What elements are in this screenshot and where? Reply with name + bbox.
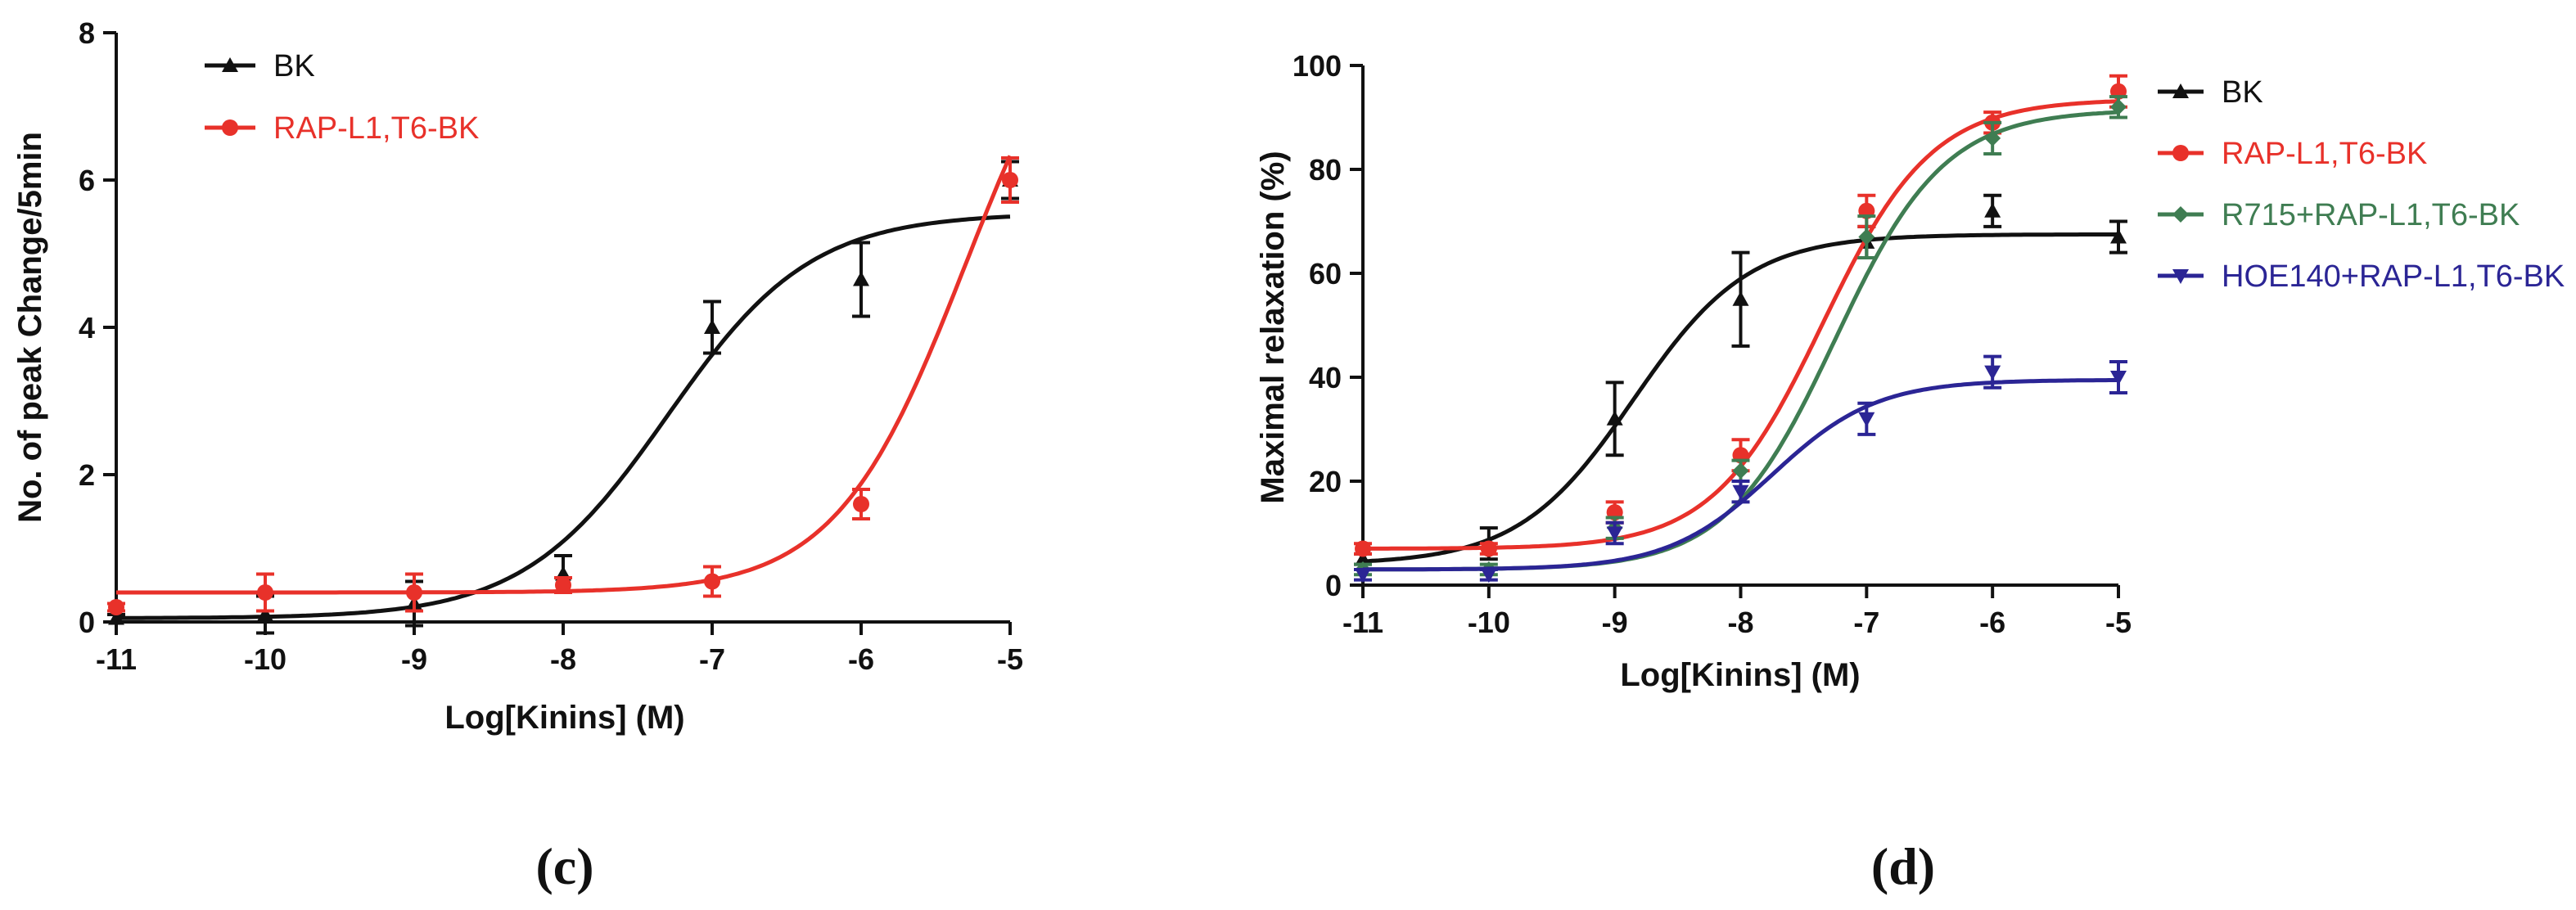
data-point xyxy=(108,610,124,625)
x-tick-label: -9 xyxy=(401,642,427,676)
y-tick-label: 20 xyxy=(1309,465,1342,498)
legend-marker xyxy=(222,57,238,72)
data-point xyxy=(1732,484,1749,500)
legend-label: R715+RAP-L1,T6-BK xyxy=(2222,198,2520,232)
legend-marker xyxy=(2172,269,2189,284)
legend-d: BK RAP-L1,T6-BK R715+RAP-L1,T6-BK HOE140+RA… xyxy=(2158,75,2565,294)
data-point xyxy=(853,271,869,286)
data-point xyxy=(1480,540,1497,557)
y-tick-label: 0 xyxy=(1325,569,1342,602)
data-point xyxy=(1858,412,1875,427)
x-tick-label: -8 xyxy=(550,642,576,676)
series-d-3 xyxy=(1354,354,2127,583)
data-point xyxy=(2110,228,2127,244)
data-point xyxy=(1355,551,1371,566)
data-point xyxy=(2110,98,2127,115)
data-point xyxy=(108,599,124,615)
legend-label: BK xyxy=(2222,75,2263,110)
legend-label: RAP-L1,T6-BK xyxy=(2222,137,2427,171)
x-tick-label: -9 xyxy=(1602,606,1628,639)
x-axis-title: Log[Kinins] (M) xyxy=(1620,657,1860,693)
data-point xyxy=(1732,462,1749,480)
data-point xyxy=(1984,202,2001,218)
series-c-0 xyxy=(107,160,1019,635)
x-tick-label: -6 xyxy=(848,642,874,676)
data-point xyxy=(1984,365,2001,381)
x-tick-label: -5 xyxy=(2105,606,2132,639)
legend-label: RAP-L1,T6-BK xyxy=(273,111,479,146)
y-tick-label: 6 xyxy=(79,164,95,197)
data-point xyxy=(406,584,422,601)
legend-marker xyxy=(2172,83,2189,98)
legend-marker xyxy=(222,119,238,136)
chart-c: -11 -10 -9 -8 -7 -6 -5 0 2 4 6 8 Log[Kinins] (M) No. … xyxy=(12,16,1023,895)
data-point xyxy=(704,573,720,590)
x-tick-label: -10 xyxy=(244,642,286,676)
y-tick-label: 80 xyxy=(1309,153,1342,187)
data-point xyxy=(1984,129,2001,146)
series-c-1 xyxy=(107,155,1019,615)
panel-label-c: (c) xyxy=(535,837,593,895)
x-tick-label: -6 xyxy=(1979,606,2005,639)
chart-d: -11 -10 -9 -8 -7 -6 -5 0 20 40 60 80 100 Log[Kinins] … xyxy=(1255,49,2565,895)
fit-curve xyxy=(116,155,1013,595)
data-point xyxy=(1606,410,1623,426)
y-tick-label: 60 xyxy=(1309,257,1342,291)
legend-c: BK RAP-L1,T6-BK xyxy=(205,49,479,146)
legend-marker xyxy=(2172,145,2189,161)
legend-label: HOE140+RAP-L1,T6-BK xyxy=(2222,259,2565,294)
data-point xyxy=(1002,172,1018,188)
data-point xyxy=(704,319,720,334)
data-point xyxy=(2110,371,2127,385)
y-tick-label: 0 xyxy=(79,606,95,639)
y-tick-label: 2 xyxy=(79,458,95,492)
legend-label: BK xyxy=(273,49,315,83)
data-point xyxy=(1606,526,1623,542)
x-axis-title: Log[Kinins] (M) xyxy=(444,700,684,736)
data-point xyxy=(1858,228,1875,246)
data-point xyxy=(1355,540,1371,557)
x-tick-label: -10 xyxy=(1468,606,1510,639)
data-point xyxy=(1480,568,1497,583)
data-point xyxy=(853,496,869,512)
x-tick-label: -11 xyxy=(96,642,137,676)
data-point xyxy=(1355,568,1371,583)
x-tick-label: -7 xyxy=(699,642,725,676)
x-tick-label: -7 xyxy=(1853,606,1879,639)
data-point xyxy=(555,577,571,593)
y-tick-label: 100 xyxy=(1293,49,1342,83)
x-tick-label: -8 xyxy=(1727,606,1753,639)
x-tick-label: -11 xyxy=(1342,606,1383,639)
y-tick-label: 8 xyxy=(79,16,95,50)
y-tick-label: 40 xyxy=(1309,361,1342,394)
x-tick-label: -5 xyxy=(997,642,1023,676)
data-point xyxy=(257,606,273,621)
panel-label-d: (d) xyxy=(1871,837,1935,895)
y-axis-title: Maximal relaxation (%) xyxy=(1255,151,1291,503)
y-tick-label: 4 xyxy=(79,311,95,345)
data-point xyxy=(1732,291,1749,306)
data-point xyxy=(257,584,273,601)
legend-marker xyxy=(2172,206,2189,223)
y-axis-title: No. of peak Change/5min xyxy=(12,132,48,523)
